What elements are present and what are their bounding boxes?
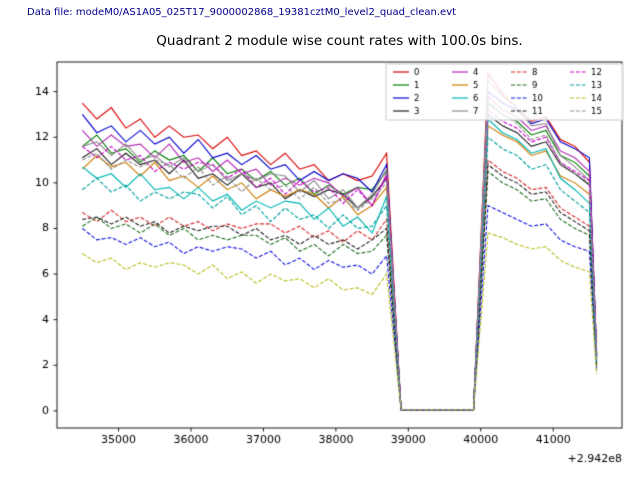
chart-title: Quadrant 2 module wise count rates with … [156, 33, 523, 49]
data-file-label: Data file: modeM0/AS1A05_025T17_90000028… [27, 7, 457, 18]
